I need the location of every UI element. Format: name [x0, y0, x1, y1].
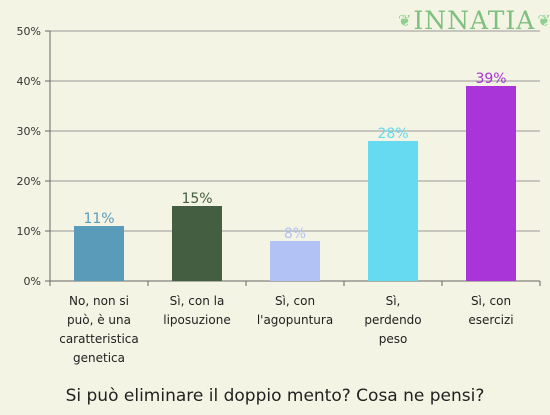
leaf-left-icon: ❦: [398, 11, 412, 30]
x-tick-label: Sì, perdendo peso: [364, 294, 421, 346]
data-label: 28%: [377, 126, 408, 142]
x-tick-label: Sì, con l'agopuntura: [257, 294, 333, 327]
x-tick-label: Sì, con la liposuzione: [163, 294, 230, 327]
data-label: 11%: [83, 211, 114, 227]
data-label: 39%: [475, 71, 506, 87]
x-tick-label: Sì, con esercizi: [468, 294, 513, 327]
x-tick-label: No, non si può, è una caratteristica geneti…: [59, 294, 139, 365]
innatia-logo: ❦ INNATIA ❦: [398, 6, 550, 35]
bar: [368, 141, 418, 281]
bar: [466, 86, 516, 281]
y-tick-label: 10%: [17, 225, 41, 238]
bar: [270, 241, 320, 281]
y-tick-label: 40%: [17, 75, 41, 88]
bar-chart: 0% 10% 20% 30% 40% 50% 11% No, non si può, è una…: [17, 25, 541, 365]
leaf-right-icon: ❦: [537, 11, 550, 30]
plot-area: [50, 31, 540, 281]
y-tick-label: 30%: [17, 125, 41, 138]
data-label: 15%: [181, 191, 212, 207]
y-tick-label: 0%: [24, 275, 41, 288]
bar: [74, 226, 124, 281]
logo-text: INNATIA: [413, 6, 536, 35]
data-label: 8%: [284, 226, 306, 242]
chart-title: Si può eliminare il doppio mento? Cosa n…: [65, 386, 485, 406]
bar: [172, 206, 222, 281]
y-tick-label: 20%: [17, 175, 41, 188]
y-tick-label: 50%: [17, 25, 41, 38]
